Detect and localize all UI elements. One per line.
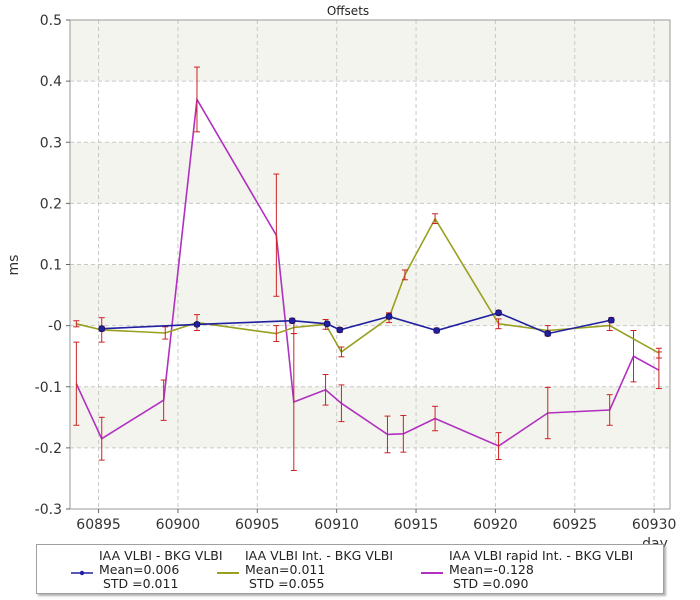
y-tick-label: 0.1: [40, 258, 62, 274]
y-axis-ticks: -0.3 -0.2 -0.1 -0 0.1 0.2 0.3 0.4 0.5: [35, 13, 70, 518]
legend-item-iaa-vlbi-int: IAA VLBI Int. - BKG VLBI Mean=0.011 STD …: [217, 548, 394, 591]
x-axis-ticks: 60895 60900 60905 60910 60915 60920 60925 60930: [76, 509, 676, 533]
legend-std: STD =0.055: [245, 576, 325, 591]
y-tick-label: -0.2: [35, 441, 62, 457]
legend: IAA VLBI - BKG VLBI Mean=0.006 STD =0.01…: [36, 544, 664, 594]
chart-title: Offsets: [327, 4, 369, 18]
y-tick-label: -0: [48, 319, 62, 335]
y-tick-label: -0.1: [35, 380, 62, 396]
series-2: [73, 66, 662, 471]
x-tick-label: 60915: [394, 517, 439, 533]
background-band: [70, 264, 670, 326]
background-band: [70, 20, 670, 82]
data-point: [607, 316, 615, 324]
y-tick-label: 0.4: [40, 74, 62, 90]
y-tick-label: 0.3: [40, 135, 62, 151]
data-point: [98, 325, 106, 333]
y-tick-label: 0.5: [40, 13, 62, 29]
series-layer: [73, 66, 662, 471]
data-point: [193, 321, 201, 328]
legend-symbol-iaa-vlbi-int: [217, 572, 239, 574]
legend-item-iaa-vlbi-rapid-int: IAA VLBI rapid Int. - BKG VLBI Mean=-0.1…: [421, 548, 634, 591]
data-point: [336, 326, 344, 334]
x-tick-label: 60930: [632, 517, 677, 533]
y-tick-label: -0.3: [35, 502, 62, 518]
background-band: [70, 142, 670, 204]
data-point: [433, 327, 441, 334]
legend-name: IAA VLBI rapid Int. - BKG VLBI: [449, 548, 634, 563]
legend-mean: Mean=0.011: [245, 562, 326, 577]
x-tick-label: 60900: [156, 517, 201, 533]
data-point: [288, 317, 296, 325]
background-band: [70, 386, 670, 448]
legend-symbol-iaa-vlbi: [71, 570, 93, 576]
legend-mean: Mean=0.006: [99, 562, 180, 577]
legend-std: STD =0.011: [99, 576, 179, 591]
x-tick-label: 60920: [473, 517, 518, 533]
x-tick-label: 60905: [235, 517, 280, 533]
data-point: [385, 313, 393, 320]
x-tick-label: 60895: [76, 517, 121, 533]
data-point: [495, 309, 502, 317]
x-tick-label: 60925: [552, 517, 597, 533]
series-line: [101, 311, 612, 335]
legend-mean: Mean=-0.128: [449, 562, 534, 577]
legend-std: STD =0.090: [449, 576, 529, 591]
y-tick-label: 0.2: [40, 196, 62, 212]
legend-name: IAA VLBI Int. - BKG VLBI: [245, 548, 394, 563]
legend-item-iaa-vlbi: IAA VLBI - BKG VLBI Mean=0.006 STD =0.01…: [71, 548, 223, 591]
series-line: [75, 97, 660, 447]
legend-name: IAA VLBI - BKG VLBI: [99, 548, 223, 563]
y-axis-label: ms: [6, 255, 22, 276]
data-point: [544, 330, 552, 337]
legend-symbol-iaa-vlbi-rapid-int: [421, 572, 443, 574]
series-0: [98, 309, 615, 337]
plot-background-bands: [70, 20, 670, 509]
data-point: [323, 320, 331, 328]
x-tick-label: 60910: [314, 517, 359, 533]
